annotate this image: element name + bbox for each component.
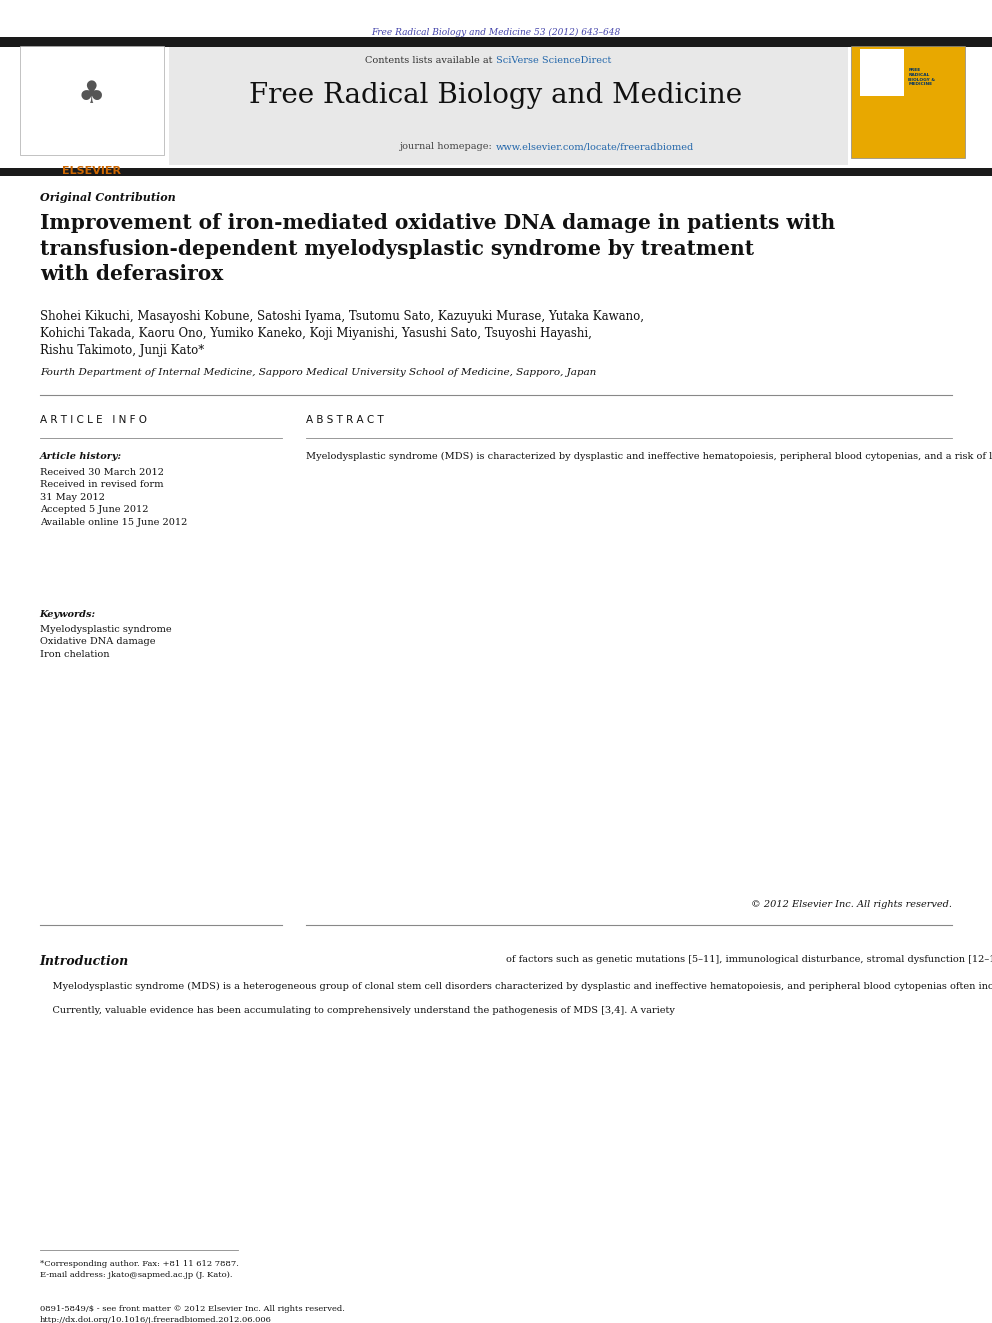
- Text: SciVerse ScienceDirect: SciVerse ScienceDirect: [496, 56, 611, 65]
- Text: 0891-5849/$ - see front matter © 2012 Elsevier Inc. All rights reserved.
http://: 0891-5849/$ - see front matter © 2012 El…: [40, 1304, 344, 1323]
- Bar: [20, 46, 164, 155]
- Text: journal homepage:: journal homepage:: [400, 142, 496, 151]
- Text: Article history:: Article history:: [40, 452, 122, 460]
- Text: Contents lists available at: Contents lists available at: [365, 56, 496, 65]
- Text: Myelodysplastic syndrome (MDS) is a heterogeneous group of clonal stem cell diso: Myelodysplastic syndrome (MDS) is a hete…: [40, 982, 992, 1015]
- Text: © 2012 Elsevier Inc. All rights reserved.: © 2012 Elsevier Inc. All rights reserved…: [751, 900, 952, 909]
- Text: Improvement of iron-mediated oxidative DNA damage in patients with
transfusion-d: Improvement of iron-mediated oxidative D…: [40, 213, 835, 284]
- Text: FREE
RADICAL
BIOLOGY &
MEDICINE: FREE RADICAL BIOLOGY & MEDICINE: [909, 69, 935, 86]
- Text: Myelodysplastic syndrome (MDS) is characterized by dysplastic and ineffective he: Myelodysplastic syndrome (MDS) is charac…: [307, 452, 992, 462]
- Text: Received 30 March 2012
Received in revised form
31 May 2012
Accepted 5 June 2012: Received 30 March 2012 Received in revis…: [40, 468, 187, 527]
- Bar: [169, 44, 848, 165]
- Bar: [860, 49, 904, 97]
- Bar: [851, 46, 965, 157]
- Text: of factors such as genetic mutations [5–11], immunological disturbance, stromal : of factors such as genetic mutations [5–…: [506, 955, 992, 964]
- Text: A R T I C L E   I N F O: A R T I C L E I N F O: [40, 415, 147, 425]
- Text: A B S T R A C T: A B S T R A C T: [307, 415, 384, 425]
- Text: Introduction: Introduction: [40, 955, 129, 968]
- Bar: [0, 37, 992, 48]
- Text: ELSEVIER: ELSEVIER: [62, 165, 121, 176]
- Text: Shohei Kikuchi, Masayoshi Kobune, Satoshi Iyama, Tsutomu Sato, Kazuyuki Murase, : Shohei Kikuchi, Masayoshi Kobune, Satosh…: [40, 310, 644, 357]
- Text: ♣: ♣: [78, 81, 105, 110]
- Text: *Corresponding author. Fax: +81 11 612 7887.
E-mail address: jkato@sapmed.ac.jp : *Corresponding author. Fax: +81 11 612 7…: [40, 1259, 238, 1279]
- Text: Free Radical Biology and Medicine 53 (2012) 643–648: Free Radical Biology and Medicine 53 (20…: [371, 28, 621, 37]
- Text: Fourth Department of Internal Medicine, Sapporo Medical University School of Med: Fourth Department of Internal Medicine, …: [40, 368, 596, 377]
- Text: Free Radical Biology and Medicine: Free Radical Biology and Medicine: [249, 82, 743, 108]
- Text: Myelodysplastic syndrome
Oxidative DNA damage
Iron chelation: Myelodysplastic syndrome Oxidative DNA d…: [40, 624, 172, 659]
- Text: Keywords:: Keywords:: [40, 610, 96, 619]
- Bar: [0, 168, 992, 176]
- Text: Original Contribution: Original Contribution: [40, 192, 176, 202]
- Text: www.elsevier.com/locate/freeradbiomed: www.elsevier.com/locate/freeradbiomed: [496, 142, 694, 151]
